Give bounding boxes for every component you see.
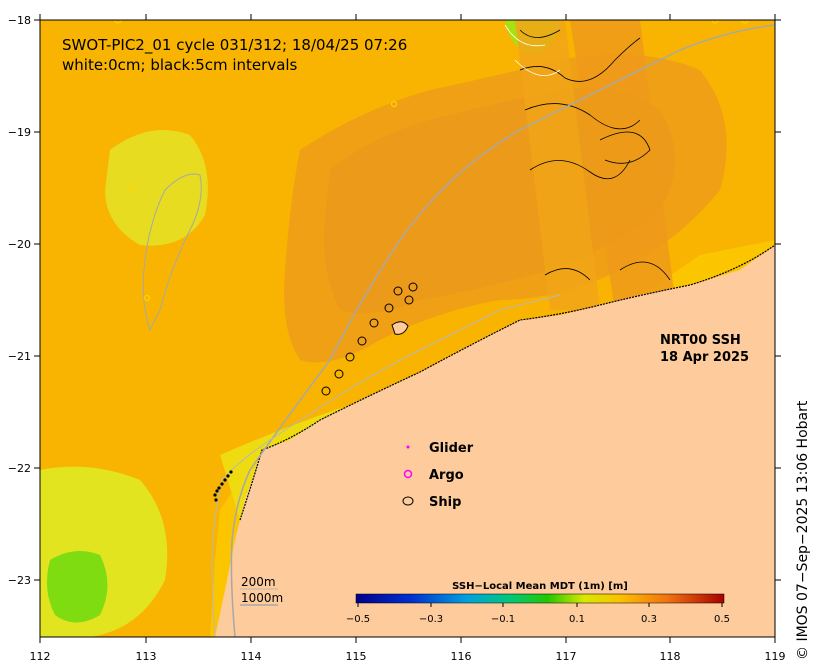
ship-track <box>321 282 418 396</box>
land-western-australia <box>215 245 775 637</box>
lon-tick-label: 118 <box>660 650 681 663</box>
isobath-plateau <box>142 173 202 332</box>
lat-tick-label: −18 <box>8 14 31 27</box>
lat-tick-label: −23 <box>8 574 31 587</box>
isobath-legend: 200m 1000m <box>240 575 283 606</box>
coastline <box>239 244 775 521</box>
colorbar-tick-label: −0.3 <box>419 614 443 625</box>
map-title: SWOT-PIC2_01 cycle 031/312; 18/04/25 07:… <box>62 36 407 55</box>
tick-marks <box>34 14 781 643</box>
colorbar-tick-label: 0.3 <box>641 614 657 625</box>
product-date: 18 Apr 2025 <box>660 350 749 365</box>
ssh-lowest-patch <box>46 551 108 623</box>
lon-tick-label: 119 <box>765 650 786 663</box>
legend: Glider Argo Ship <box>402 441 474 510</box>
colorbar-tick-label: 0.1 <box>569 614 585 625</box>
lon-tick-label: 115 <box>346 650 367 663</box>
map-plot-area <box>40 20 775 637</box>
isobath-200m <box>211 294 561 637</box>
ssh-low-patch-north <box>105 130 208 246</box>
credit-label: © IMOS 07−Sep−2025 13:06 Hobart <box>795 400 811 660</box>
lat-tick-label: −21 <box>8 350 31 363</box>
argo-marker-icon <box>403 469 413 479</box>
colorbar-gradient <box>355 593 725 604</box>
colorbar-tick-label: −0.1 <box>491 614 515 625</box>
legend-ship-label: Ship <box>429 495 461 510</box>
glider-marker-icon <box>406 445 410 449</box>
colorbar: SSH−Local Mean MDT (1m) [m] −0.5 −0.3 −0… <box>346 581 730 625</box>
legend-glider-label: Glider <box>429 441 474 456</box>
ssh-contours-white <box>504 24 561 77</box>
product-name: NRT00 SSH <box>660 333 741 348</box>
plot-frame <box>39 19 776 638</box>
legend-argo-label: Argo <box>429 468 464 483</box>
lon-tick-label: 114 <box>241 650 262 663</box>
colorbar-tick-label: −0.5 <box>346 614 370 625</box>
isobath-200m-label: 200m <box>241 575 276 589</box>
colorbar-tick-label: 0.5 <box>714 614 730 625</box>
isobath-1000m <box>230 24 775 637</box>
exmouth-peninsula <box>262 450 282 525</box>
ship-marker-icon <box>402 496 414 506</box>
lon-tick-label: 116 <box>451 650 472 663</box>
swot-swath-west <box>515 20 600 310</box>
glider-track <box>213 470 233 502</box>
lat-tick-label: −20 <box>8 238 31 251</box>
colorbar-title: SSH−Local Mean MDT (1m) [m] <box>452 581 628 592</box>
ssh-high-core <box>324 87 675 314</box>
island <box>391 321 409 335</box>
isobath-1000m-label: 1000m <box>241 591 283 605</box>
lon-tick-label: 113 <box>136 650 157 663</box>
map-subtitle: white:0cm; black:5cm intervals <box>62 56 298 74</box>
lon-tick-label: 112 <box>30 650 51 663</box>
lat-tick-label: −22 <box>8 462 31 475</box>
lat-tick-label: −19 <box>8 126 31 139</box>
ssh-contours-black <box>519 29 671 281</box>
argo-floats <box>114 20 749 302</box>
lon-tick-label: 117 <box>556 650 577 663</box>
